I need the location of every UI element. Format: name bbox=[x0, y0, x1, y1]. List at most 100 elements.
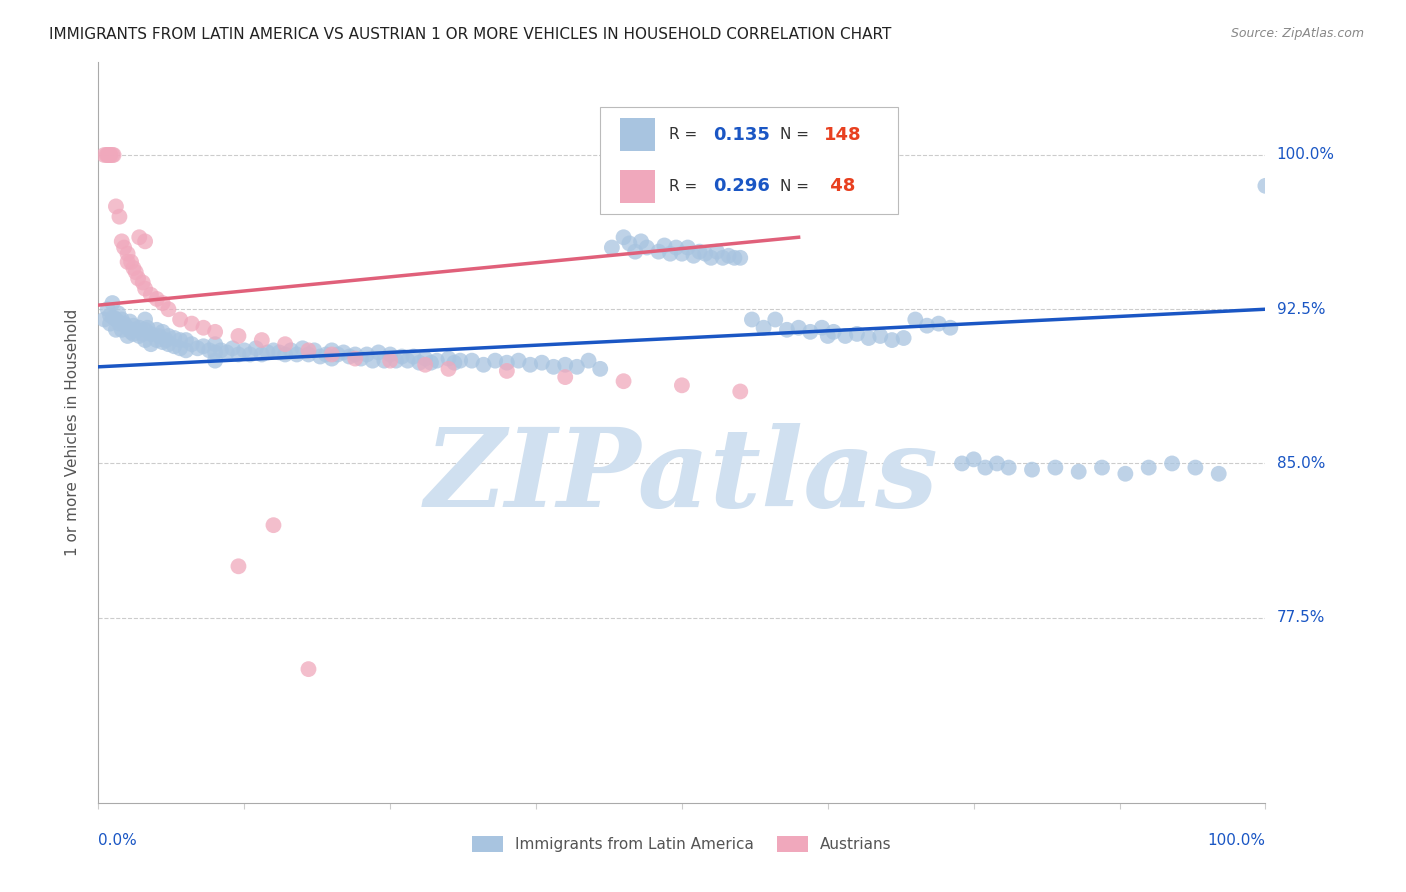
Point bbox=[1091, 460, 1114, 475]
Text: 48: 48 bbox=[824, 178, 856, 195]
Point bbox=[321, 343, 343, 358]
Point bbox=[367, 345, 389, 359]
Point bbox=[1161, 457, 1184, 471]
Point bbox=[274, 337, 297, 351]
Point bbox=[654, 238, 676, 252]
Point bbox=[776, 323, 799, 337]
Text: Source: ZipAtlas.com: Source: ZipAtlas.com bbox=[1230, 27, 1364, 40]
Point bbox=[98, 148, 121, 162]
Point bbox=[600, 240, 623, 254]
Point bbox=[508, 353, 530, 368]
Point bbox=[682, 249, 704, 263]
Text: 0.296: 0.296 bbox=[713, 178, 770, 195]
Point bbox=[155, 333, 177, 347]
Point bbox=[315, 347, 337, 361]
Point bbox=[112, 240, 135, 254]
Point bbox=[624, 244, 647, 259]
Point bbox=[120, 255, 142, 269]
Point bbox=[152, 335, 174, 350]
Point bbox=[893, 331, 915, 345]
Point bbox=[117, 320, 139, 334]
Point bbox=[332, 345, 354, 359]
Point bbox=[97, 148, 120, 162]
Point bbox=[647, 244, 669, 259]
Point bbox=[136, 320, 159, 334]
Point bbox=[1045, 460, 1067, 475]
Point bbox=[437, 362, 460, 376]
Point bbox=[613, 230, 636, 244]
Point bbox=[361, 353, 384, 368]
Point bbox=[619, 236, 641, 251]
Point bbox=[128, 230, 150, 244]
Point bbox=[589, 362, 612, 376]
Point bbox=[96, 148, 118, 162]
Point bbox=[730, 384, 752, 399]
Point bbox=[125, 265, 148, 279]
Point bbox=[688, 244, 710, 259]
Point bbox=[117, 255, 139, 269]
Point bbox=[163, 331, 186, 345]
Text: 92.5%: 92.5% bbox=[1277, 301, 1324, 317]
Point bbox=[204, 337, 226, 351]
Point bbox=[846, 326, 869, 341]
Text: N =: N = bbox=[780, 128, 814, 142]
Point bbox=[204, 345, 226, 359]
Point bbox=[443, 356, 465, 370]
Point bbox=[204, 353, 226, 368]
Point bbox=[204, 325, 226, 339]
FancyBboxPatch shape bbox=[620, 118, 655, 152]
Text: ZIPatlas: ZIPatlas bbox=[425, 424, 939, 531]
Text: IMMIGRANTS FROM LATIN AMERICA VS AUSTRIAN 1 OR MORE VEHICLES IN HOUSEHOLD CORREL: IMMIGRANTS FROM LATIN AMERICA VS AUSTRIA… bbox=[49, 27, 891, 42]
Point bbox=[337, 350, 360, 364]
Text: 100.0%: 100.0% bbox=[1277, 147, 1334, 162]
FancyBboxPatch shape bbox=[600, 107, 898, 214]
Point bbox=[711, 251, 734, 265]
Point bbox=[127, 271, 149, 285]
Point bbox=[950, 457, 973, 471]
Point bbox=[437, 351, 460, 366]
Point bbox=[125, 323, 148, 337]
Point bbox=[157, 329, 180, 343]
Point bbox=[420, 356, 443, 370]
Point bbox=[700, 251, 723, 265]
Point bbox=[146, 333, 169, 347]
Point bbox=[904, 312, 927, 326]
Text: R =: R = bbox=[669, 128, 702, 142]
Point bbox=[97, 302, 120, 317]
Point bbox=[233, 343, 256, 358]
Text: 148: 148 bbox=[824, 126, 862, 144]
Point bbox=[174, 343, 197, 358]
Point bbox=[986, 457, 1008, 471]
Point bbox=[350, 351, 373, 366]
Point bbox=[321, 351, 343, 366]
Point bbox=[128, 329, 150, 343]
Point bbox=[250, 347, 273, 361]
Point bbox=[103, 310, 125, 325]
Point bbox=[169, 341, 191, 355]
Point bbox=[496, 364, 519, 378]
Point bbox=[413, 358, 436, 372]
Point bbox=[215, 345, 238, 359]
Point bbox=[380, 353, 402, 368]
Point bbox=[671, 246, 693, 260]
Point bbox=[187, 341, 209, 355]
Point bbox=[107, 306, 129, 320]
Point bbox=[671, 378, 693, 392]
Point bbox=[157, 302, 180, 317]
Point bbox=[98, 309, 121, 323]
Point bbox=[723, 251, 745, 265]
Point bbox=[402, 350, 425, 364]
Point bbox=[799, 325, 821, 339]
Point bbox=[103, 148, 125, 162]
Point bbox=[326, 347, 349, 361]
Point bbox=[111, 312, 134, 326]
Point bbox=[228, 559, 250, 574]
Point bbox=[108, 317, 131, 331]
Point bbox=[209, 343, 232, 358]
Point bbox=[228, 347, 250, 361]
Point bbox=[180, 317, 202, 331]
Point bbox=[413, 351, 436, 366]
Point bbox=[104, 323, 127, 337]
Point bbox=[717, 249, 740, 263]
Point bbox=[1067, 465, 1090, 479]
